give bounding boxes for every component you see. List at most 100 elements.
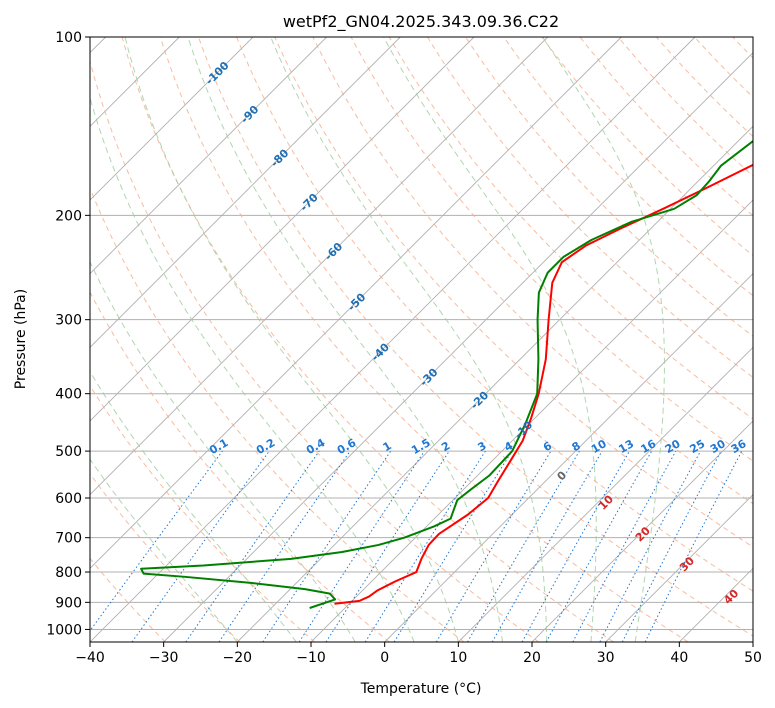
isotherm-line (90, 37, 696, 642)
mixing-ratio-line (545, 450, 653, 642)
dry-adiabat-line (350, 37, 753, 462)
y-tick-label: 100 (55, 30, 82, 46)
y-tick-label: 200 (55, 208, 82, 224)
mixing-ratio-label: 20 (663, 437, 683, 456)
mixing-ratio-line (298, 450, 425, 642)
mixing-ratio-label: 25 (688, 437, 708, 456)
mixing-ratio-label: 0.4 (304, 436, 328, 457)
dry-adiabat-line (198, 37, 753, 637)
isotherm-line (163, 52, 753, 642)
y-tick-label: 300 (55, 313, 82, 329)
isotherm-line (605, 494, 753, 642)
isotherm-line (679, 567, 753, 642)
dewpoint-profile-line (140, 139, 753, 609)
x-axis-ticks: −40 −30 −20 −10 0 10 20 30 40 50 (75, 642, 762, 666)
moist-adiabat-line (124, 37, 459, 642)
y-tick-label: 900 (55, 595, 82, 611)
mixing-ratio-line (364, 450, 486, 642)
x-axis-label: Temperature (°C) (360, 681, 482, 697)
dry-adiabat-label: -50 (345, 290, 368, 313)
dry-adiabat-line (541, 37, 753, 257)
dry-adiabat-line (90, 472, 241, 642)
y-tick-label: 400 (55, 387, 82, 403)
dry-adiabat-label: -10 (512, 418, 535, 441)
isotherm-line (90, 37, 254, 201)
isotherm-line (90, 37, 327, 275)
dry-adiabat-line (655, 37, 753, 138)
isotherm-line (90, 37, 475, 422)
mixing-ratio-line (521, 450, 630, 642)
isotherm-line (458, 346, 753, 642)
isotherm-line (531, 420, 753, 642)
dry-adiabat-line (90, 291, 390, 642)
mixing-ratio-line (572, 450, 677, 642)
mixing-ratio-label: 13 (616, 437, 636, 456)
dry-adiabat-label: -90 (238, 103, 261, 126)
x-tick-label: 0 (380, 650, 389, 666)
temperature-profile-line (334, 163, 753, 605)
dry-adiabat-label: -40 (369, 340, 392, 363)
mixing-ratio-label: 2 (439, 439, 452, 454)
moist-adiabat-line (90, 260, 356, 642)
dry-adiabat-label: -100 (203, 59, 232, 88)
x-tick-label: −40 (75, 650, 105, 666)
dry-adiabat-line (159, 37, 689, 642)
y-axis-label: Pressure (hPa) (13, 289, 29, 389)
series-layer (140, 139, 753, 609)
dry-adiabat-line (465, 37, 753, 337)
y-tick-label: 1000 (46, 622, 82, 638)
moist-adiabat-label: 10 (596, 492, 616, 512)
dry-adiabat-line (388, 37, 753, 420)
moist-adiabat-line (90, 458, 238, 642)
mixing-ratio-label: 3 (475, 439, 488, 454)
isotherm-line (310, 199, 753, 642)
x-tick-label: 30 (597, 650, 615, 666)
mixing-ratio-line (599, 450, 701, 642)
mixing-ratio-line (218, 450, 351, 642)
moist-adiabat-line (90, 370, 297, 642)
dry-adiabat-label: -70 (298, 191, 321, 214)
chart-title: wetPf2_GN04.2025.343.09.36.C22 (283, 12, 559, 32)
moist-adiabat-label: 0 (555, 468, 570, 483)
grid-layer (90, 37, 753, 642)
mixing-ratio-label: 36 (729, 437, 749, 456)
x-tick-label: 40 (670, 650, 688, 666)
dry-adiabat-label: -20 (468, 389, 491, 412)
y-tick-label: 600 (55, 491, 82, 507)
mixing-ratio-line (621, 450, 722, 642)
plot-frame (89, 36, 754, 643)
x-tick-label: −20 (223, 650, 253, 666)
mixing-ratio-line (90, 450, 223, 632)
mixing-ratio-line (262, 450, 392, 642)
isotherm-line (90, 37, 622, 569)
moist-adiabat-line (270, 37, 548, 642)
dry-adiabat-line (236, 37, 753, 592)
dry-adiabat-line (90, 384, 316, 642)
dry-adiabat-label: -30 (417, 366, 440, 389)
mixing-ratio-label: 0.6 (335, 436, 359, 457)
dry-adiabat-line (426, 37, 753, 378)
dry-adiabat-line (694, 37, 753, 98)
x-tick-label: 20 (523, 650, 541, 666)
moist-adiabat-line (90, 96, 415, 642)
x-tick-label: 10 (449, 650, 467, 666)
isotherm-line (752, 641, 753, 642)
mixing-ratio-label: 16 (639, 437, 659, 456)
dry-adiabat-line (771, 37, 775, 642)
dry-adiabat-label: -80 (268, 146, 291, 169)
mixing-ratio-line (644, 450, 743, 642)
dry-adiabat-line (503, 37, 753, 297)
mixing-ratio-label: 1 (381, 439, 394, 454)
y-tick-label: 700 (55, 531, 82, 547)
isotherm-line (237, 125, 753, 642)
mixing-ratio-label: 30 (708, 437, 728, 456)
background-lines-layer (90, 37, 775, 642)
moist-adiabat-label: 40 (721, 587, 741, 607)
dry-adiabat-label: -60 (322, 240, 345, 263)
moist-adiabat-line (542, 37, 665, 642)
mixing-ratio-line (131, 450, 270, 642)
mixing-ratio-label: 0.1 (207, 436, 230, 457)
y-tick-label: 800 (55, 565, 82, 581)
mixing-ratio-label: 8 (570, 439, 583, 454)
